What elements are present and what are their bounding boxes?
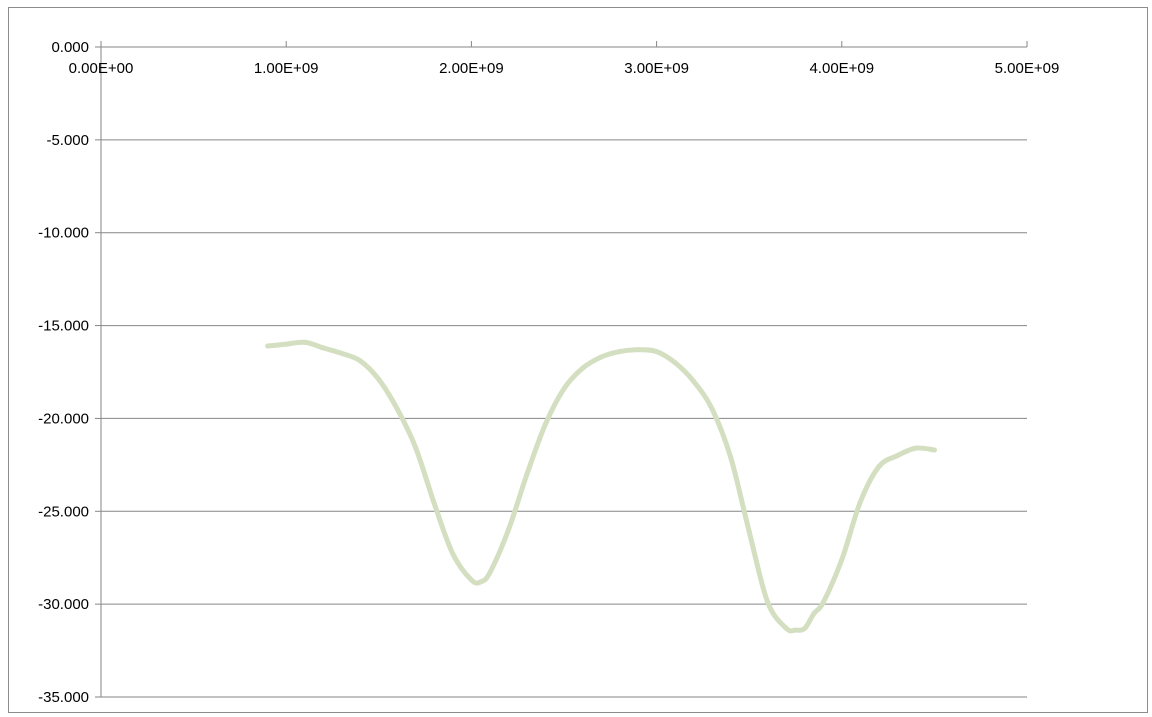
- data-point: [468, 577, 474, 583]
- data-point: [283, 341, 289, 347]
- data-point: [505, 527, 511, 533]
- data-point: [339, 350, 345, 356]
- data-point: [654, 349, 660, 355]
- data-point: [811, 610, 817, 616]
- data-point: [487, 570, 493, 576]
- data-point: [793, 627, 798, 633]
- data-point: [765, 599, 771, 605]
- data-point: [478, 579, 484, 585]
- data-point: [876, 464, 882, 470]
- y-tick-label: -25.000: [38, 503, 89, 520]
- data-point: [820, 599, 826, 605]
- x-tick-label: 2.00E+09: [439, 60, 504, 77]
- axes: [95, 41, 1028, 698]
- x-tick-label: 1.00E+09: [254, 60, 319, 77]
- data-point: [691, 378, 697, 384]
- data-point: [302, 339, 308, 345]
- data-point: [431, 501, 437, 507]
- y-tick-label: -5.000: [46, 132, 89, 149]
- series-line: [265, 339, 937, 634]
- data-point: [450, 551, 456, 557]
- x-tick-label: 4.00E+09: [809, 60, 874, 77]
- y-tick-label: -35.000: [38, 689, 89, 706]
- y-tick-label: -15.000: [38, 318, 89, 335]
- y-tick-label: -10.000: [38, 225, 89, 242]
- data-point: [802, 625, 808, 631]
- y-tick-label: -30.000: [38, 596, 89, 613]
- data-point: [580, 365, 585, 371]
- data-point: [617, 349, 623, 355]
- data-point: [561, 386, 567, 392]
- data-point: [672, 360, 678, 366]
- data-point: [320, 345, 326, 351]
- series-group: [265, 339, 937, 634]
- data-point: [598, 354, 604, 360]
- data-point: [394, 406, 400, 412]
- y-tick-labels: 0.000 -5.000 -10.000 -15.000 -20.000 -25.000 -…: [38, 39, 89, 706]
- data-point: [635, 347, 641, 353]
- y-tick-label: -20.000: [38, 410, 89, 427]
- data-point: [839, 557, 845, 563]
- data-point: [543, 421, 548, 427]
- x-tick-labels: 0.00E+00 1.00E+09 2.00E+09 3.00E+09 4.00E+09…: [69, 60, 1060, 77]
- data-point: [857, 499, 863, 505]
- x-tick-label: 3.00E+09: [624, 60, 689, 77]
- data-point: [783, 625, 789, 631]
- data-point: [376, 376, 382, 382]
- data-point: [413, 445, 419, 451]
- gridlines: [101, 139, 1027, 698]
- data-point: [894, 453, 900, 459]
- x-tick-label: 5.00E+09: [995, 60, 1060, 77]
- data-point: [746, 529, 752, 535]
- x-tick-label: 0.00E+00: [69, 60, 134, 77]
- data-point: [524, 471, 530, 477]
- data-point: [728, 454, 734, 460]
- chart-frame: [8, 7, 1148, 713]
- data-point: [265, 343, 271, 349]
- y-tick-label: 0.000: [51, 39, 89, 56]
- data-point: [931, 447, 937, 453]
- data-point: [913, 445, 919, 451]
- data-point: [709, 406, 715, 412]
- data-point: [357, 358, 363, 364]
